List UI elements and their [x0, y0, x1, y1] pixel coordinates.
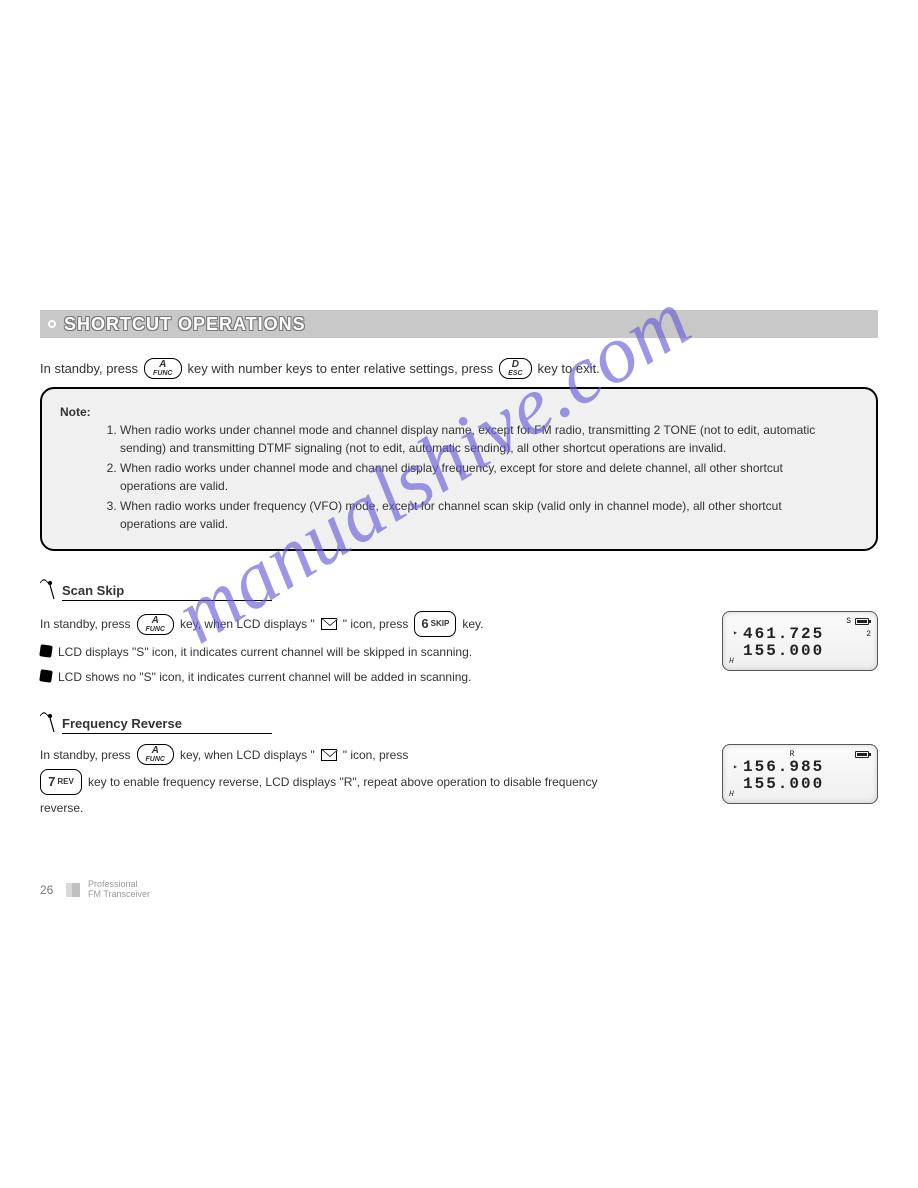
text-line: In standby, press A FUNC key, when LCD d… — [40, 611, 706, 637]
subsection-body: In standby, press A FUNC key, when LCD d… — [40, 744, 878, 818]
footer-square-icon — [66, 883, 80, 897]
bullet-dot — [48, 320, 56, 328]
footer-line-1: Professional — [88, 879, 138, 889]
text-fragment: key, when LCD displays " — [180, 615, 315, 634]
message-icon — [321, 749, 337, 761]
bullet-item: LCD displays "S" icon, it indicates curr… — [40, 643, 706, 662]
lcd-line-1: ▸ 156.985 — [733, 759, 869, 776]
note-list: When radio works under channel mode and … — [120, 421, 840, 535]
arrow-indicator: ▸ — [733, 764, 743, 772]
key-bottom: FUNC — [153, 370, 172, 377]
note-box: Note: When radio works under channel mod… — [40, 387, 878, 551]
subsection-frequency-reverse: Frequency Reverse In standby, press A FU… — [40, 710, 878, 818]
intro-suffix: key to exit. — [538, 361, 600, 376]
skip-key-icon: 6 SKIP — [414, 611, 456, 637]
subsection-title: Scan Skip — [62, 583, 272, 601]
func-key-icon: A FUNC — [137, 614, 174, 635]
subsection-text: In standby, press A FUNC key, when LCD d… — [40, 744, 706, 818]
lcd-display-2: R ▸ 156.985 155.000 H — [722, 744, 878, 804]
text-line: reverse. — [40, 799, 706, 818]
text-fragment: key to enable frequency reverse, LCD dis… — [88, 773, 597, 792]
text-line: 7 REV key to enable frequency reverse, L… — [40, 769, 706, 795]
text-line: In standby, press A FUNC key, when LCD d… — [40, 744, 706, 765]
bullet-icon — [39, 669, 53, 683]
key-bottom: ESC — [508, 370, 522, 377]
text-fragment: " icon, it indicates current channel wil… — [152, 670, 472, 684]
text-fragment: key, when LCD displays " — [180, 746, 315, 765]
note-item: When radio works under channel mode and … — [120, 459, 840, 495]
subsection-scan-skip: Scan Skip In standby, press A FUNC key, … — [40, 577, 878, 686]
s-icon-label: S — [144, 670, 152, 684]
arrow-indicator: ▸ — [733, 630, 743, 638]
lcd-frequency-a: 461.725 — [743, 626, 824, 643]
subsection-text: In standby, press A FUNC key, when LCD d… — [40, 611, 706, 686]
battery-icon — [855, 618, 869, 625]
subsection-body: In standby, press A FUNC key, when LCD d… — [40, 611, 878, 686]
rev-key-icon: 7 REV — [40, 769, 82, 795]
page-content: SHORTCUT OPERATIONS In standby, press A … — [40, 310, 878, 842]
text-fragment: LCD shows no " — [58, 670, 144, 684]
func-key-icon: A FUNC — [137, 744, 174, 765]
intro-mid: key with number keys to enter relative s… — [188, 361, 494, 376]
key-top: A — [159, 360, 166, 370]
page-footer: 26 Professional FM Transceiver — [40, 880, 150, 900]
intro-text: In standby, press A FUNC key with number… — [40, 358, 878, 379]
text-fragment: " icon, it indicates current channel wil… — [144, 645, 472, 659]
subsection-header: Scan Skip — [40, 577, 878, 601]
lcd-channel-num: 2 — [866, 630, 871, 639]
battery-icon — [855, 751, 869, 758]
text-fragment: " icon, press — [343, 746, 409, 765]
antenna-icon — [40, 710, 58, 734]
footer-line-2: FM Transceiver — [88, 889, 150, 899]
func-key-icon: A FUNC — [144, 358, 181, 379]
esc-key-icon: D ESC — [499, 358, 531, 379]
section-title-bar: SHORTCUT OPERATIONS — [40, 310, 878, 338]
text-fragment: In standby, press — [40, 615, 131, 634]
lcd-frequency-b: 155.000 — [743, 643, 824, 660]
text-fragment: LCD displays " — [58, 645, 136, 659]
lcd-h-indicator: H — [729, 657, 734, 666]
footer-text: Professional FM Transceiver — [88, 880, 150, 900]
text-fragment: key. — [462, 615, 483, 634]
lcd-display-1: S ▸ 461.725 2 155.000 H — [722, 611, 878, 671]
page-number: 26 — [40, 883, 58, 897]
lcd-frequency-a: 156.985 — [743, 759, 824, 776]
bullet-icon — [39, 644, 53, 658]
text-fragment: " icon, press — [343, 615, 409, 634]
subsection-title: Frequency Reverse — [62, 716, 272, 734]
antenna-icon — [40, 577, 58, 601]
lcd-line-2: 155.000 — [733, 776, 869, 793]
lcd-frequency-b: 155.000 — [743, 776, 824, 793]
lcd-h-indicator: H — [729, 790, 734, 799]
subsection-header: Frequency Reverse — [40, 710, 878, 734]
key-top: D — [512, 360, 519, 370]
section-title: SHORTCUT OPERATIONS — [64, 314, 306, 335]
note-label: Note: — [60, 403, 106, 421]
note-item: When radio works under channel mode and … — [120, 421, 840, 457]
message-icon — [321, 618, 337, 630]
lcd-line-2: 155.000 — [733, 643, 869, 660]
lcd-s-indicator: S — [846, 617, 851, 626]
lcd-line-1: ▸ 461.725 — [733, 626, 869, 643]
bullet-item: LCD shows no "S" icon, it indicates curr… — [40, 668, 706, 687]
note-item: When radio works under frequency (VFO) m… — [120, 497, 840, 533]
text-fragment: In standby, press — [40, 746, 131, 765]
intro-prefix: In standby, press — [40, 361, 138, 376]
